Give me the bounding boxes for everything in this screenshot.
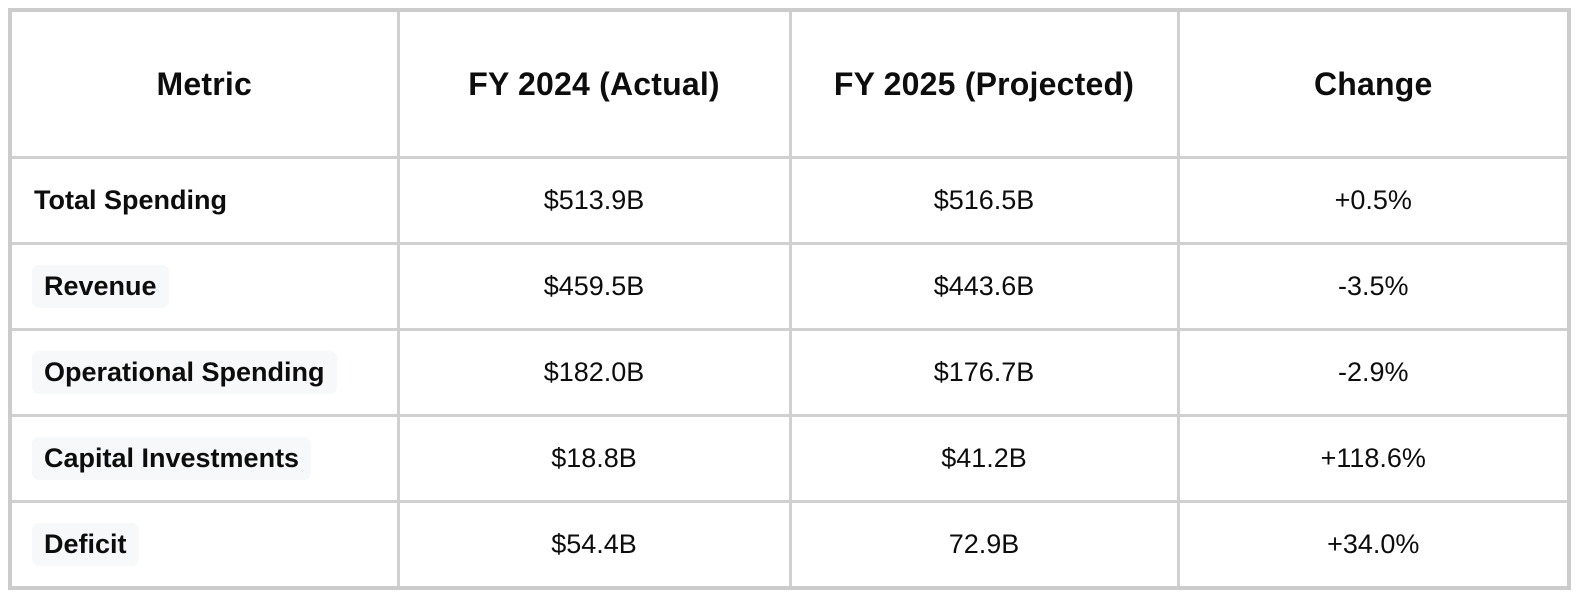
column-header-fy2025: FY 2025 (Projected): [788, 8, 1180, 159]
fy2024-value: $459.5B: [396, 242, 792, 331]
table-row: Capital Investments $18.8B $41.2B +118.6…: [8, 414, 1571, 503]
column-header-fy2024: FY 2024 (Actual): [396, 8, 792, 159]
fy2025-value: $443.6B: [788, 242, 1180, 331]
financial-summary-table: Metric FY 2024 (Actual) FY 2025 (Project…: [8, 8, 1571, 590]
fy2025-value: $516.5B: [788, 156, 1180, 245]
change-value: +34.0%: [1176, 500, 1571, 590]
metric-label: Deficit: [32, 523, 139, 566]
change-value: +118.6%: [1176, 414, 1571, 503]
change-value: +0.5%: [1176, 156, 1571, 245]
metric-label: Capital Investments: [32, 437, 312, 480]
fy2024-value: $54.4B: [396, 500, 792, 590]
fy2025-value: $176.7B: [788, 328, 1180, 417]
fy2025-value: 72.9B: [788, 500, 1180, 590]
header-row: Metric FY 2024 (Actual) FY 2025 (Project…: [8, 8, 1571, 159]
metric-label: Operational Spending: [32, 351, 337, 394]
table-row: Deficit $54.4B 72.9B +34.0%: [8, 500, 1571, 590]
table-row: Revenue $459.5B $443.6B -3.5%: [8, 242, 1571, 331]
fy2025-value: $41.2B: [788, 414, 1180, 503]
column-header-change: Change: [1176, 8, 1571, 159]
table-row: Total Spending $513.9B $516.5B +0.5%: [8, 156, 1571, 245]
fy2024-value: $513.9B: [396, 156, 792, 245]
fy2024-value: $182.0B: [396, 328, 792, 417]
metric-label: Total Spending: [34, 185, 227, 215]
change-value: -3.5%: [1176, 242, 1571, 331]
column-header-metric: Metric: [8, 8, 400, 159]
metric-label: Revenue: [32, 265, 169, 308]
table-row: Operational Spending $182.0B $176.7B -2.…: [8, 328, 1571, 417]
fy2024-value: $18.8B: [396, 414, 792, 503]
change-value: -2.9%: [1176, 328, 1571, 417]
